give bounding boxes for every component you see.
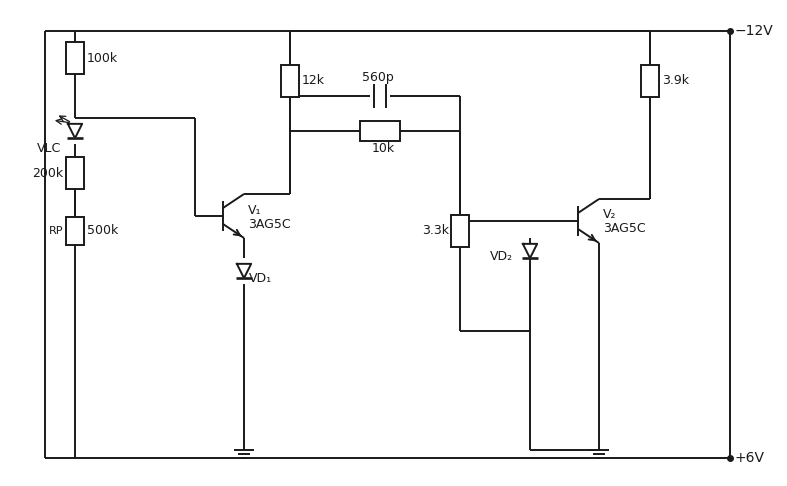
FancyBboxPatch shape (66, 157, 84, 190)
Text: 3AG5C: 3AG5C (248, 218, 290, 230)
FancyBboxPatch shape (66, 217, 84, 245)
FancyBboxPatch shape (451, 215, 469, 247)
FancyBboxPatch shape (281, 65, 299, 97)
Text: 200k: 200k (32, 167, 63, 180)
Text: 560p: 560p (362, 71, 394, 85)
Text: 100k: 100k (87, 52, 118, 65)
Text: VD₂: VD₂ (490, 249, 513, 262)
Text: 10k: 10k (372, 142, 395, 156)
Text: V₁: V₁ (248, 204, 261, 216)
Polygon shape (68, 124, 82, 138)
Text: VD₁: VD₁ (249, 273, 272, 285)
Text: 3AG5C: 3AG5C (603, 223, 645, 236)
Text: VLC: VLC (37, 142, 61, 156)
FancyBboxPatch shape (641, 65, 659, 97)
Text: RP: RP (49, 226, 63, 236)
FancyBboxPatch shape (360, 121, 400, 141)
Text: 500k: 500k (87, 225, 118, 238)
Text: 3.9k: 3.9k (662, 74, 689, 87)
Text: −12V: −12V (735, 24, 774, 38)
Text: +6V: +6V (735, 451, 765, 465)
Text: V₂: V₂ (603, 208, 616, 222)
Polygon shape (523, 244, 538, 258)
Text: 12k: 12k (302, 74, 325, 87)
Text: 3.3k: 3.3k (422, 225, 449, 238)
Polygon shape (237, 264, 251, 278)
FancyBboxPatch shape (66, 42, 84, 74)
